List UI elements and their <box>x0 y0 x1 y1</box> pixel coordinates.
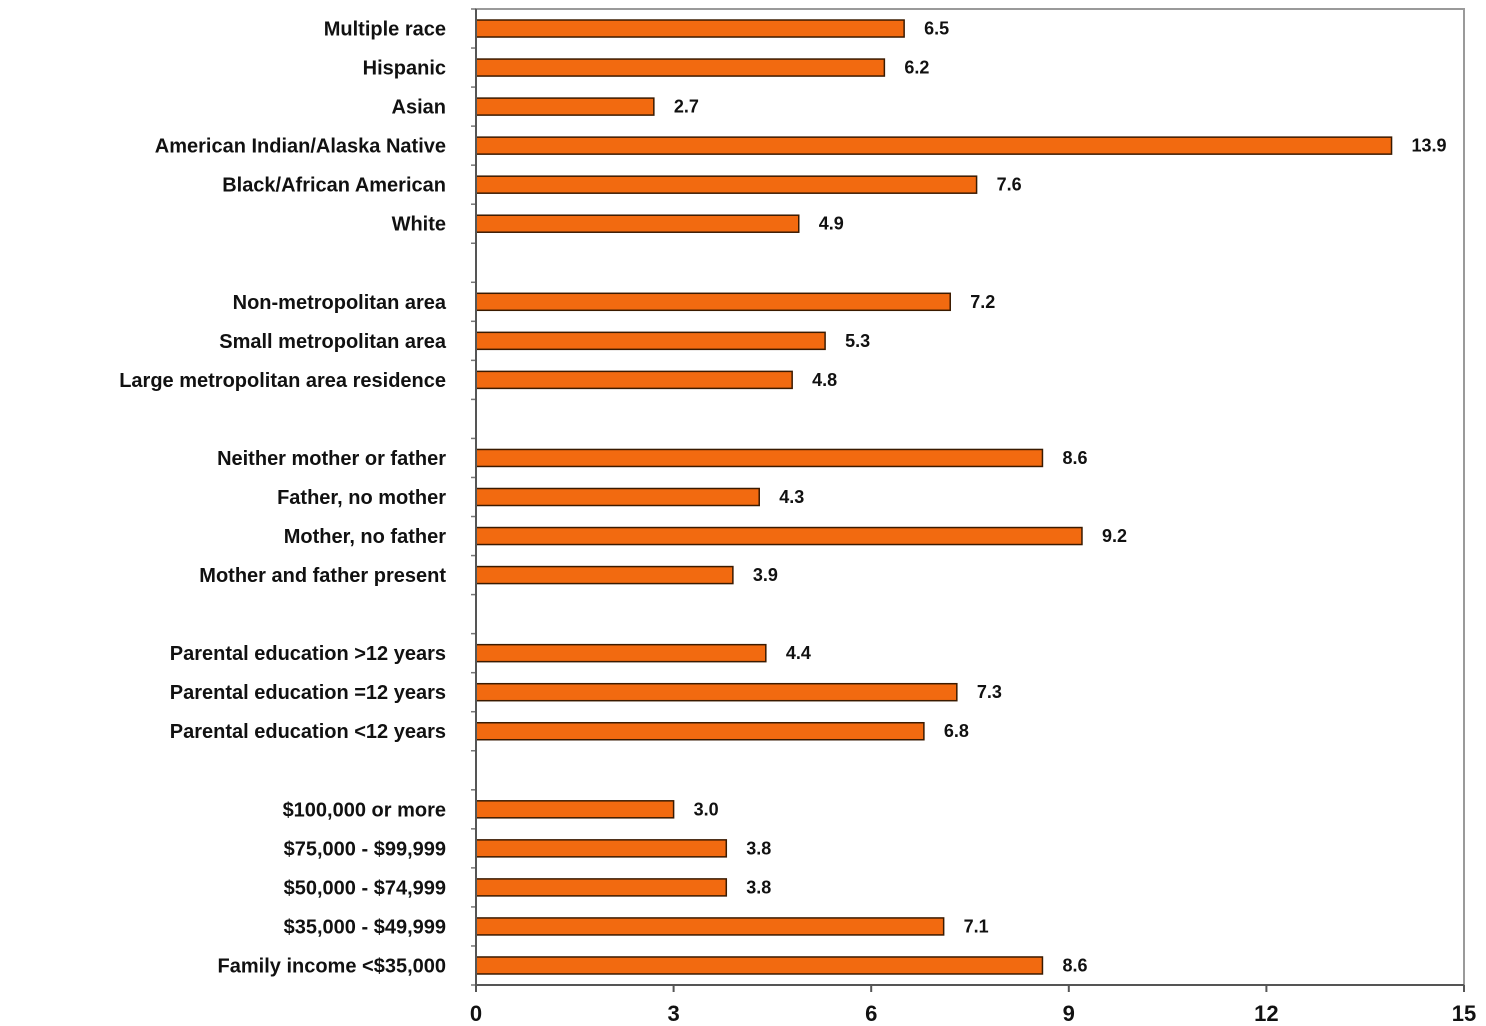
bar <box>475 839 728 858</box>
value-label: 8.6 <box>1062 955 1087 975</box>
x-tick-label: 15 <box>1452 1001 1476 1026</box>
value-label: 7.1 <box>964 916 989 936</box>
category-label: $75,000 - $99,999 <box>284 838 446 860</box>
category-label: $100,000 or more <box>283 799 446 821</box>
category-label: Family income <$35,000 <box>218 955 446 977</box>
bar <box>475 370 793 390</box>
category-label: Mother and father present <box>199 565 446 587</box>
bar <box>475 487 760 507</box>
value-label: 4.9 <box>819 214 844 234</box>
category-label: Large metropolitan area residence <box>119 370 446 392</box>
bar <box>475 721 925 741</box>
bar <box>475 331 826 351</box>
bar <box>475 800 675 819</box>
category-label: American Indian/Alaska Native <box>155 136 446 158</box>
category-label: White <box>392 214 446 236</box>
bar <box>475 917 945 936</box>
category-label: Mother, no father <box>284 526 446 548</box>
value-label: 5.3 <box>845 331 870 351</box>
value-label: 2.7 <box>674 97 699 117</box>
bar <box>475 448 1044 468</box>
bar <box>475 878 728 897</box>
bar <box>475 643 767 663</box>
bar <box>475 58 886 77</box>
value-label: 7.3 <box>977 682 1002 702</box>
bar <box>475 292 951 312</box>
bars-group <box>475 19 1393 975</box>
x-axis-ticks: 0 3 6 9 12 15 <box>470 985 1476 1026</box>
value-label: 4.4 <box>786 643 811 663</box>
category-label: Non-metropolitan area <box>233 292 447 314</box>
bar <box>475 682 958 702</box>
bar <box>475 956 1044 975</box>
value-label: 4.8 <box>812 370 837 390</box>
x-tick-label: 9 <box>1063 1001 1075 1026</box>
x-tick-label: 6 <box>865 1001 877 1026</box>
value-label: 6.8 <box>944 721 969 741</box>
category-label: Parental education =12 years <box>170 682 446 704</box>
bar <box>475 214 800 233</box>
category-label: Neither mother or father <box>217 448 446 470</box>
bar <box>475 136 1393 155</box>
category-labels: Multiple race Hispanic Asian American India… <box>119 19 447 978</box>
category-label: Black/African American <box>222 175 446 197</box>
category-label: Father, no mother <box>277 487 446 509</box>
value-labels: 6.5 6.2 2.7 13.9 7.6 4.9 7.2 5.3 4.8 8.6 4.3 9.2 3.9… <box>674 19 1447 976</box>
value-label: 13.9 <box>1412 136 1447 156</box>
category-label: $50,000 - $74,999 <box>284 877 446 899</box>
value-label: 9.2 <box>1102 526 1127 546</box>
category-label: Hispanic <box>363 58 446 80</box>
value-label: 7.6 <box>997 175 1022 195</box>
value-label: 3.8 <box>746 838 771 858</box>
category-label: Multiple race <box>324 19 446 41</box>
category-label: $35,000 - $49,999 <box>284 916 446 938</box>
value-label: 7.2 <box>970 292 995 312</box>
value-label: 8.6 <box>1062 448 1087 468</box>
value-label: 3.8 <box>746 877 771 897</box>
category-label: Small metropolitan area <box>219 331 447 353</box>
bar <box>475 19 905 38</box>
value-label: 3.9 <box>753 565 778 585</box>
bar <box>475 175 978 194</box>
x-tick-label: 12 <box>1254 1001 1278 1026</box>
category-label: Parental education <12 years <box>170 721 446 743</box>
category-label: Asian <box>392 97 446 119</box>
x-tick-label: 3 <box>667 1001 679 1026</box>
bar <box>475 565 734 585</box>
value-label: 4.3 <box>779 487 804 507</box>
bar <box>475 97 655 116</box>
x-tick-label: 0 <box>470 1001 482 1026</box>
value-label: 6.5 <box>924 19 949 39</box>
value-label: 3.0 <box>694 799 719 819</box>
bar <box>475 526 1083 546</box>
category-label: Parental education >12 years <box>170 643 446 665</box>
value-label: 6.2 <box>904 58 929 78</box>
